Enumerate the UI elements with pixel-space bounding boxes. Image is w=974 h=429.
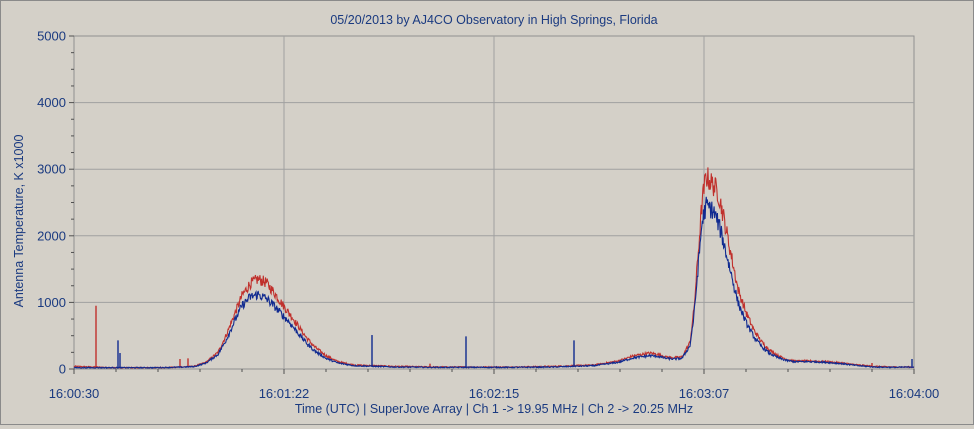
x-tick-label: 16:04:00 bbox=[889, 386, 940, 401]
series-ch1 bbox=[73, 196, 915, 370]
y-tick-label: 0 bbox=[59, 362, 66, 377]
x-tick-label: 16:01:22 bbox=[259, 386, 310, 401]
y-tick-labels: 0 1000 2000 3000 4000 5000 bbox=[37, 29, 66, 377]
x-tick-labels: 16:00:30 16:01:22 16:02:15 16:03:07 16:04:00 bbox=[49, 386, 940, 401]
chart-title: 05/20/2013 by AJ4CO Observatory in High … bbox=[330, 13, 657, 27]
series-line bbox=[73, 196, 915, 370]
grid-lines bbox=[74, 36, 914, 369]
y-tick-label: 1000 bbox=[37, 295, 66, 310]
x-tick-label: 16:02:15 bbox=[469, 386, 520, 401]
y-tick-label: 2000 bbox=[37, 228, 66, 243]
minor-ticks bbox=[69, 35, 915, 374]
x-tick-label: 16:00:30 bbox=[49, 386, 100, 401]
y-tick-label: 4000 bbox=[37, 95, 66, 110]
series-layer bbox=[73, 167, 915, 370]
x-tick-label: 16:03:07 bbox=[679, 386, 730, 401]
y-axis-label: Antenna Temperature, K x1000 bbox=[12, 135, 26, 308]
y-tick-label: 3000 bbox=[37, 162, 66, 177]
y-tick-label: 5000 bbox=[37, 29, 66, 44]
x-axis-label: Time (UTC) | SuperJove Array | Ch 1 -> 1… bbox=[295, 402, 693, 416]
